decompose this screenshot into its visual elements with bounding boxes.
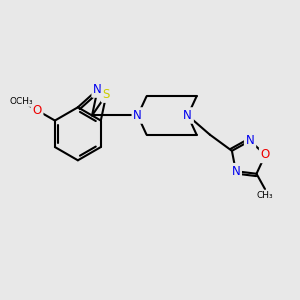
Text: N: N [232, 165, 240, 178]
Text: S: S [103, 88, 110, 101]
Text: O: O [261, 148, 270, 161]
Text: N: N [183, 109, 192, 122]
Text: O: O [32, 104, 42, 117]
Text: N: N [133, 109, 142, 122]
Text: N: N [246, 134, 254, 147]
Text: CH₃: CH₃ [257, 191, 273, 200]
Text: N: N [93, 83, 102, 96]
Text: OCH₃: OCH₃ [10, 97, 34, 106]
